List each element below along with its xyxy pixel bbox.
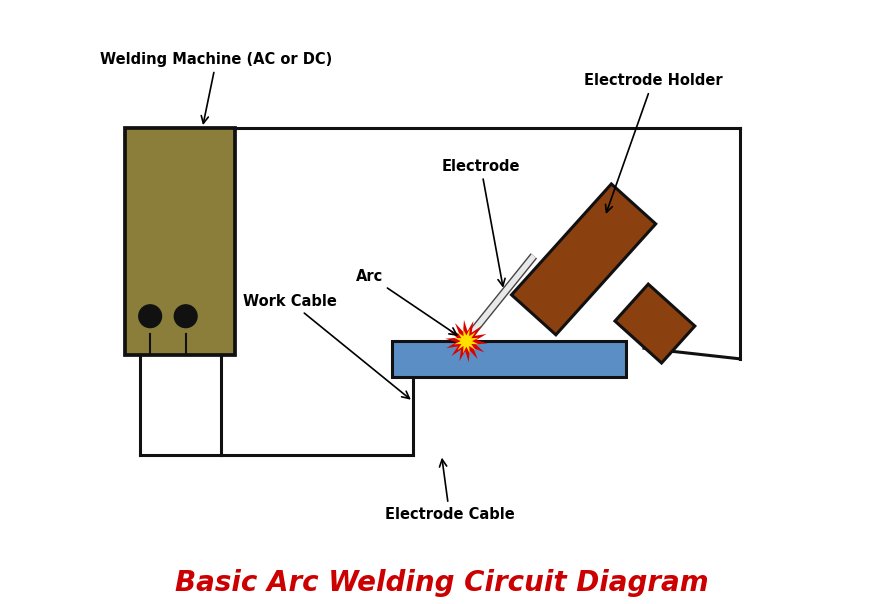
Text: Electrode Cable: Electrode Cable: [385, 460, 515, 522]
Circle shape: [174, 305, 197, 327]
Text: Welding Machine (AC or DC): Welding Machine (AC or DC): [101, 52, 333, 123]
Polygon shape: [615, 284, 695, 363]
Text: Electrode: Electrode: [442, 158, 520, 286]
Bar: [125, 128, 236, 355]
Polygon shape: [511, 184, 656, 335]
Bar: [392, 341, 626, 377]
Text: Arc: Arc: [356, 269, 457, 335]
Polygon shape: [454, 329, 479, 353]
Text: Work Cable: Work Cable: [243, 294, 410, 399]
Polygon shape: [445, 320, 487, 362]
Text: Electrode Holder: Electrode Holder: [584, 73, 722, 213]
Circle shape: [139, 305, 162, 327]
Text: Basic Arc Welding Circuit Diagram: Basic Arc Welding Circuit Diagram: [175, 569, 708, 597]
